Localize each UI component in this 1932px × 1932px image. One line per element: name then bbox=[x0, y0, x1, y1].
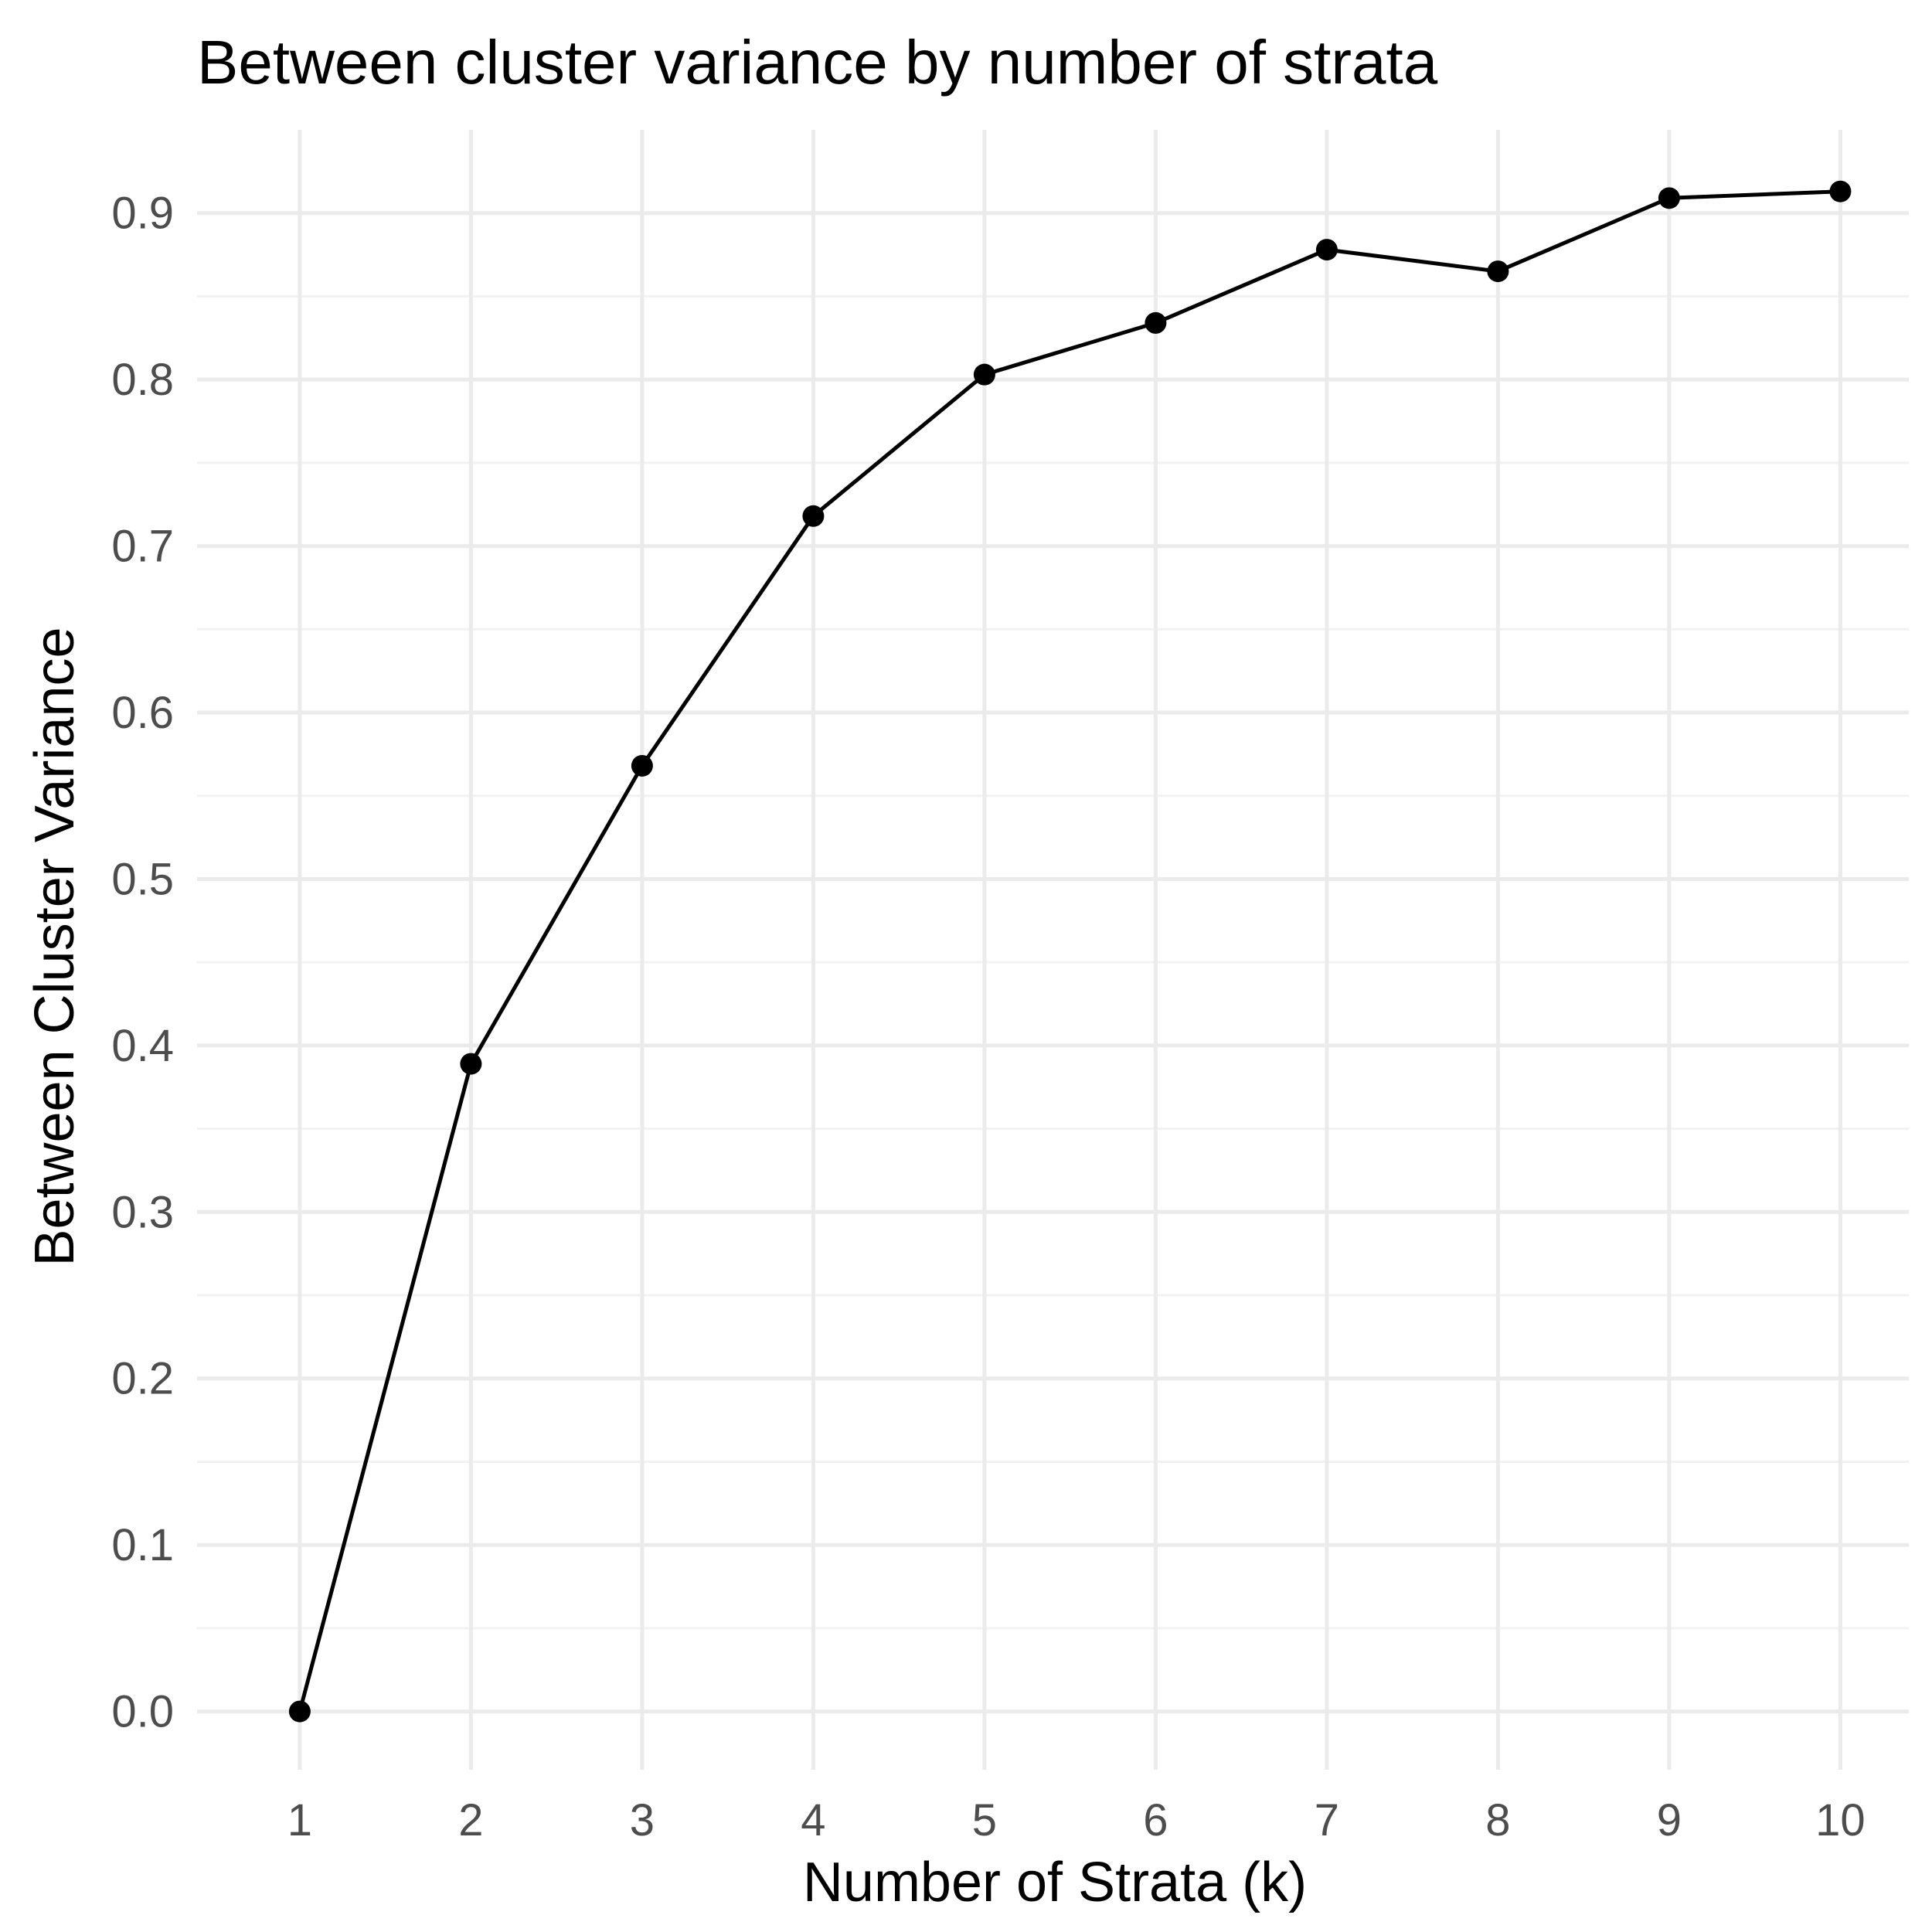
chart-title: Between cluster variance by number of st… bbox=[197, 28, 1438, 97]
x-tick-label: 3 bbox=[630, 1795, 655, 1845]
x-tick-label: 8 bbox=[1485, 1795, 1510, 1845]
x-tick-label: 9 bbox=[1657, 1795, 1682, 1845]
data-point bbox=[460, 1053, 482, 1075]
y-tick-label: 0.3 bbox=[111, 1187, 174, 1237]
data-point bbox=[288, 1700, 311, 1723]
x-tick-label: 5 bbox=[972, 1795, 997, 1845]
x-tick-label: 2 bbox=[458, 1795, 483, 1845]
y-tick-label: 0.9 bbox=[111, 189, 174, 239]
x-tick-label: 10 bbox=[1815, 1795, 1866, 1845]
y-tick-label: 0.4 bbox=[111, 1021, 174, 1071]
y-tick-label: 0.2 bbox=[111, 1354, 174, 1404]
data-point bbox=[1145, 311, 1167, 334]
x-tick-label: 7 bbox=[1315, 1795, 1339, 1845]
y-tick-label: 0.7 bbox=[111, 522, 174, 572]
data-point bbox=[1658, 187, 1680, 209]
data-point bbox=[631, 754, 653, 777]
y-tick-label: 0.6 bbox=[111, 688, 174, 738]
data-point bbox=[1487, 260, 1509, 283]
data-point bbox=[802, 505, 825, 527]
y-tick-label: 0.5 bbox=[111, 854, 174, 904]
tick-labels: 0.0 0.1 0.2 0.3 0.4 0.5 0.6 0.7 0.8 0.9 1 2 3 4 5 6 7 8 9 1… bbox=[111, 189, 1865, 1845]
series-line bbox=[298, 189, 1842, 1714]
x-tick-label: 6 bbox=[1143, 1795, 1168, 1845]
data-point bbox=[1315, 239, 1338, 261]
x-tick-label: 1 bbox=[287, 1795, 312, 1845]
y-axis-title: Between Cluster Variance bbox=[24, 627, 86, 1266]
x-axis-title: Number of Strata (k) bbox=[803, 1852, 1307, 1913]
data-point bbox=[1829, 180, 1852, 202]
y-tick-label: 0.8 bbox=[111, 355, 174, 405]
x-tick-label: 4 bbox=[801, 1795, 825, 1845]
y-tick-label: 0.0 bbox=[111, 1687, 174, 1737]
series-layer bbox=[288, 180, 1852, 1723]
y-tick-label: 0.1 bbox=[111, 1520, 174, 1570]
grid bbox=[197, 130, 1909, 1770]
data-point bbox=[973, 363, 995, 386]
